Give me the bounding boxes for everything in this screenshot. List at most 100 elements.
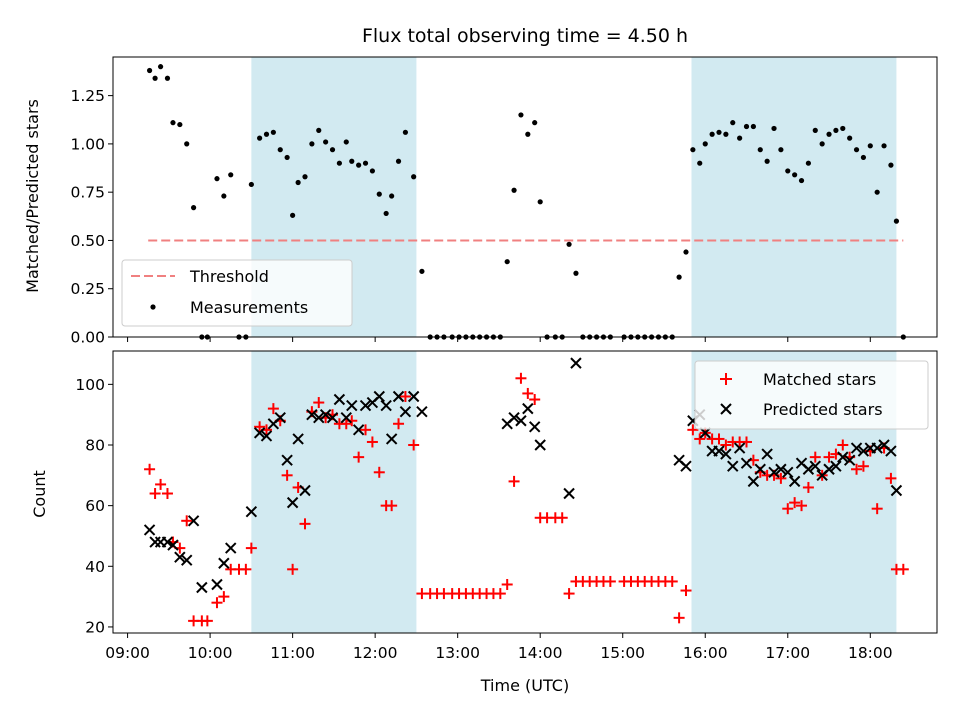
predicted-star-point (850, 442, 863, 454)
predicted-star-point (416, 405, 428, 418)
top-y-tick-label: 0.00 (70, 329, 105, 347)
predicted-star-point (306, 408, 318, 421)
legend-matched-label: Matched stars (763, 370, 876, 389)
measurement-point (893, 218, 900, 224)
matched-star-point (556, 512, 568, 524)
measurement-point (655, 334, 662, 340)
measurement-point (552, 334, 558, 340)
measurement-point (383, 210, 389, 217)
x-tick-label: 14:00 (518, 644, 563, 662)
predicted-star-point (326, 412, 339, 424)
measurement-point (395, 158, 402, 164)
measurement-point (343, 139, 349, 145)
measurement-point (362, 160, 369, 166)
predicted-star-point (890, 484, 903, 497)
matched-star-point (386, 500, 398, 512)
predicted-star-point (174, 551, 186, 563)
matched-star-point (897, 563, 909, 575)
x-tick-label: 15:00 (600, 644, 645, 662)
predicted-star-point (359, 399, 372, 412)
bottom-observing-window-1 (251, 351, 417, 633)
predicted-star-point (340, 412, 352, 424)
measurement-point (323, 139, 329, 145)
measurement-point (690, 147, 696, 153)
legend-measurements-swatch (150, 304, 156, 310)
predicted-star-point (143, 524, 156, 536)
measurement-point (243, 334, 249, 340)
matched-star-point (515, 372, 527, 384)
measurement-point (805, 160, 812, 166)
measurement-point (587, 334, 593, 340)
predicted-star-point (528, 421, 541, 433)
measurement-point (683, 249, 689, 255)
matched-star-point (885, 472, 897, 484)
predicted-star-point (319, 408, 332, 421)
measurement-point (329, 147, 336, 153)
predicted-star-point (857, 445, 870, 457)
measurement-point (309, 141, 315, 147)
predicted-star-point (218, 557, 230, 569)
predicted-star-point (727, 460, 739, 472)
measurement-point (702, 141, 708, 147)
measurement-point (411, 174, 417, 180)
matched-star-point (408, 439, 420, 451)
top-y-tick-label: 1.25 (70, 87, 105, 105)
bottom-legend: Matched stars Predicted stars (694, 360, 929, 430)
bottom-y-tick-label: 20 (85, 618, 105, 636)
bottom-axes-frame (112, 350, 938, 634)
measurement-point (221, 193, 227, 199)
measurement-point (184, 141, 190, 147)
top-legend: Threshold Measurements (121, 259, 353, 327)
matched-star-point (694, 433, 706, 445)
top-y-tick-label: 0.75 (70, 184, 105, 202)
top-y-axis-title: Matched/Predicted stars (23, 99, 42, 293)
measurement-point (434, 334, 440, 340)
predicted-star-point (211, 578, 223, 591)
measurement-point (566, 241, 572, 247)
x-tick-label: 12:00 (353, 644, 398, 662)
predicted-star-point (802, 463, 815, 475)
measurement-point (248, 181, 254, 188)
predicted-star-point (380, 399, 392, 412)
matched-star-point (149, 488, 161, 500)
matched-star-point (373, 466, 385, 478)
measurement-point (157, 64, 164, 70)
predicted-star-point (373, 390, 385, 403)
measurement-point (389, 193, 395, 199)
matched-star-point (254, 421, 266, 433)
measurement-point (369, 168, 375, 174)
measurement-point (676, 274, 682, 280)
predicted-star-point (754, 463, 766, 475)
x-tick-label: 18:00 (848, 644, 893, 662)
bottom-y-tick-label: 60 (85, 497, 105, 515)
matched-star-point (802, 481, 814, 493)
measurement-point (888, 162, 894, 168)
matched-star-point (399, 390, 411, 402)
measurement-point (573, 270, 579, 276)
measurement-point (874, 189, 880, 195)
measurement-point (628, 334, 634, 340)
x-axis-title: Time (UTC) (480, 676, 569, 695)
measurement-point (490, 334, 497, 340)
measurement-point (723, 131, 729, 137)
measurement-point (199, 334, 205, 340)
matched-star-point (741, 436, 753, 448)
predicted-star-point (161, 536, 174, 548)
predicted-star-point (274, 412, 286, 424)
matched-star-point (529, 394, 541, 406)
measurement-point (826, 131, 832, 137)
matched-star-point (360, 424, 372, 436)
predicted-star-point (522, 402, 534, 415)
measurement-point (170, 120, 176, 126)
matched-star-point (218, 591, 230, 603)
chart-title: Flux total observing time = 4.50 h (362, 25, 688, 47)
predicted-star-point (843, 454, 856, 466)
measurement-point (449, 334, 455, 340)
predicted-star-point (775, 463, 787, 475)
predicted-star-point (346, 399, 358, 412)
measurement-point (263, 131, 270, 137)
predicted-star-point (260, 430, 273, 442)
legend-threshold-label: Threshold (189, 267, 269, 286)
matched-star-point (155, 478, 167, 490)
top-y-tick-label: 0.25 (70, 280, 105, 298)
